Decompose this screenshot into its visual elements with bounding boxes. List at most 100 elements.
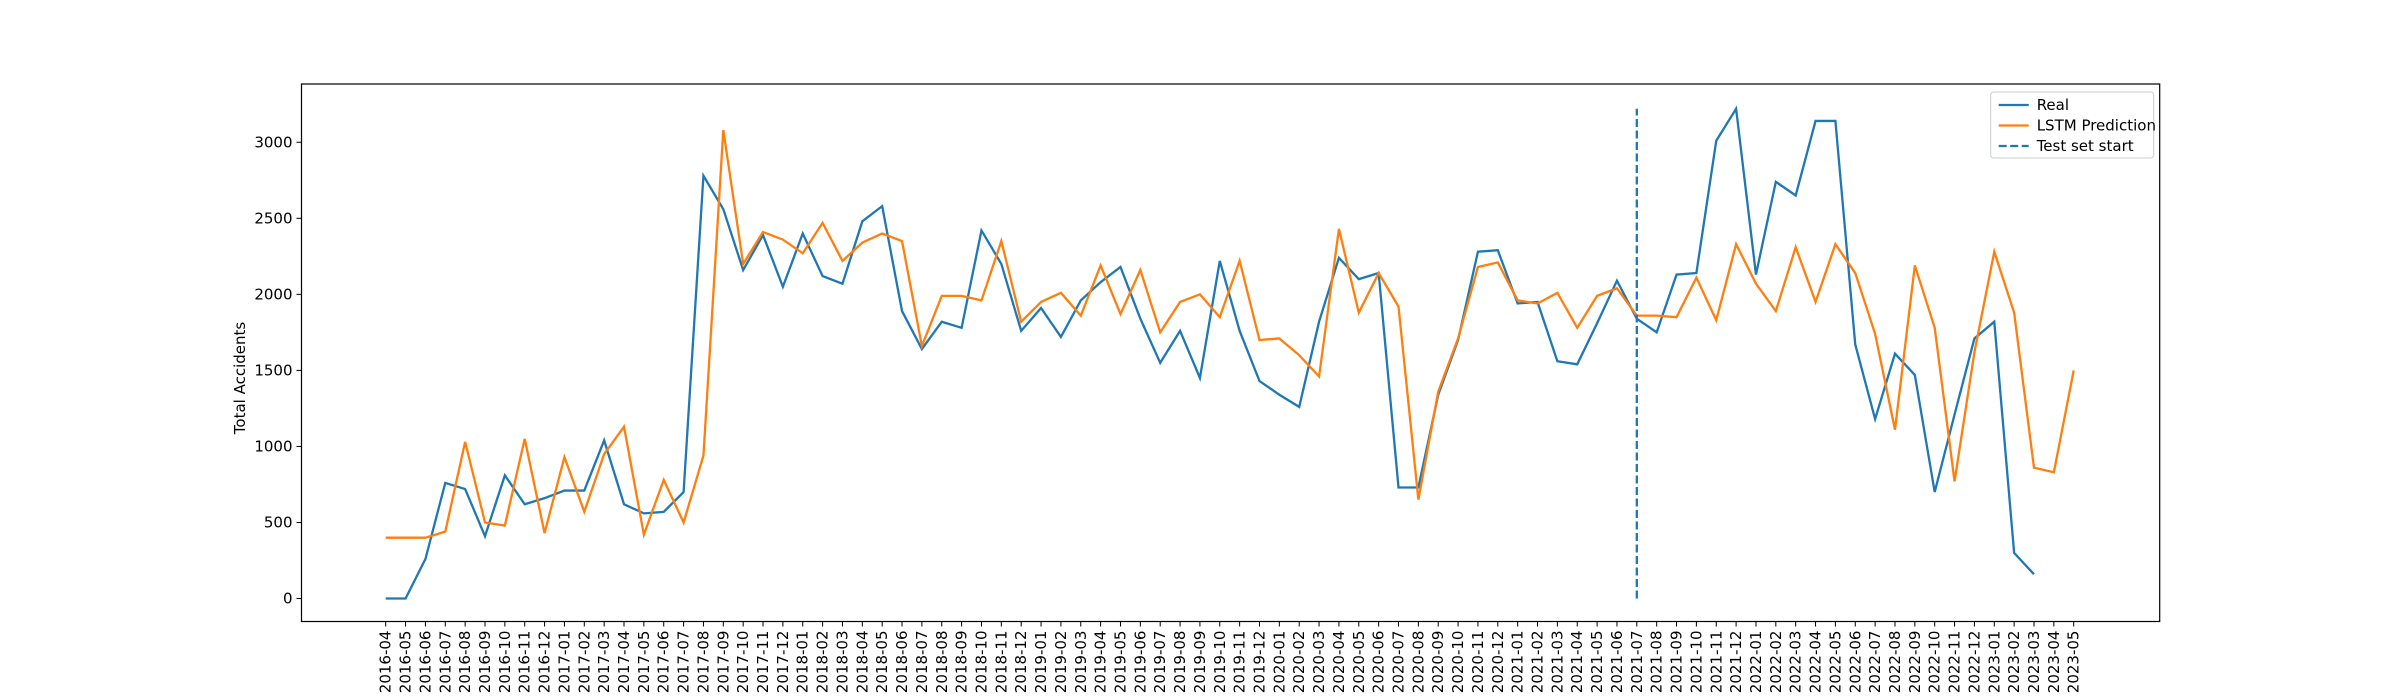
- x-tick-label: 2020-09: [1429, 631, 1447, 694]
- x-tick-label: 2019-10: [1211, 631, 1229, 694]
- series-line: [385, 105, 2035, 600]
- x-tick-label: 2021-08: [1648, 631, 1666, 694]
- x-tick-label: 2020-01: [1270, 631, 1288, 694]
- x-tick-label: 2016-04: [377, 631, 395, 694]
- x-tick-label: 2017-04: [615, 631, 633, 694]
- x-tick-label: 2022-02: [1767, 631, 1785, 694]
- x-tick-label: 2016-06: [416, 631, 434, 694]
- x-tick-label: 2019-09: [1191, 631, 1209, 694]
- x-tick-label: 2018-04: [853, 631, 871, 694]
- x-tick-label: 2022-05: [1826, 631, 1844, 694]
- x-tick-label: 2023-05: [2065, 631, 2083, 694]
- x-tick-label: 2018-10: [972, 631, 990, 694]
- x-tick-label: 2022-03: [1787, 631, 1805, 694]
- x-tick-label: 2022-10: [1926, 631, 1944, 694]
- y-tick-label: 2500: [254, 209, 292, 227]
- legend-label: LSTM Prediction: [2037, 117, 2156, 135]
- x-tick-label: 2018-08: [933, 631, 951, 694]
- legend-label: Test set start: [2036, 137, 2134, 155]
- x-tick-label: 2021-01: [1509, 631, 1527, 694]
- x-tick-label: 2021-05: [1588, 631, 1606, 694]
- x-tick-label: 2018-05: [873, 631, 891, 694]
- x-tick-label: 2021-10: [1687, 631, 1705, 694]
- x-tick-label: 2018-12: [1012, 631, 1030, 694]
- x-tick-label: 2017-11: [754, 631, 772, 694]
- x-tick-label: 2020-12: [1489, 631, 1507, 694]
- legend: Real LSTM Prediction Test set start: [1990, 91, 2156, 159]
- x-tick-label: 2016-09: [476, 631, 494, 694]
- x-tick-label: 2018-03: [833, 631, 851, 694]
- x-tick-label: 2021-04: [1568, 631, 1586, 694]
- x-tick-label: 2016-07: [436, 631, 454, 694]
- y-tick-label: 0: [283, 590, 293, 608]
- x-tick-label: 2017-12: [774, 631, 792, 694]
- x-tick-label: 2020-05: [1350, 631, 1368, 694]
- x-tick-label: 2021-02: [1529, 631, 1547, 694]
- x-tick-label: 2023-03: [2025, 631, 2043, 694]
- x-tick-label: 2022-12: [1965, 631, 1983, 694]
- x-tick-label: 2016-12: [536, 631, 554, 694]
- x-tick-label: 2022-08: [1886, 631, 1904, 694]
- x-tick-label: 2017-06: [655, 631, 673, 694]
- x-tick-label: 2019-12: [1250, 631, 1268, 694]
- y-tick-label: 500: [264, 513, 293, 531]
- x-tick-label: 2017-07: [675, 631, 693, 694]
- x-tick-label: 2020-07: [1390, 631, 1408, 694]
- x-tick-label: 2020-02: [1290, 631, 1308, 694]
- legend-label: Real: [2037, 96, 2069, 114]
- x-tick-label: 2022-04: [1807, 631, 1825, 694]
- x-tick-label: 2018-07: [913, 631, 931, 694]
- y-tick-label: 1500: [254, 361, 292, 379]
- x-tick-label: 2022-11: [1946, 631, 1964, 694]
- x-tick-label: 2019-03: [1072, 631, 1090, 694]
- x-tick-label: 2020-10: [1449, 631, 1467, 694]
- x-tick-label: 2018-01: [794, 631, 812, 694]
- x-tick-label: 2016-05: [397, 631, 415, 694]
- axes-frame: [300, 83, 2161, 623]
- x-tick-label: 2022-09: [1906, 631, 1924, 694]
- x-tick-label: 2021-03: [1548, 631, 1566, 694]
- x-tick-label: 2016-11: [516, 631, 534, 694]
- x-tick-label: 2022-07: [1866, 631, 1884, 694]
- x-tick-label: 2018-09: [953, 631, 971, 694]
- x-tick-label: 2018-11: [992, 630, 1010, 693]
- x-tick-label: 2021-06: [1608, 631, 1626, 694]
- x-tick-label: 2020-08: [1409, 631, 1427, 694]
- x-tick-label: 2019-02: [1052, 631, 1070, 694]
- x-tick-label: 2020-11: [1469, 631, 1487, 694]
- y-axis-label: Total Accidents: [231, 322, 249, 436]
- x-tick-label: 2019-11: [1231, 631, 1249, 694]
- x-axis-label: Months: [1199, 698, 1262, 700]
- x-tick-label: 2021-11: [1707, 631, 1725, 694]
- x-tick-label: 2019-05: [1111, 631, 1129, 694]
- x-tick-label: 2020-04: [1330, 631, 1348, 694]
- x-tick-label: 2019-01: [1032, 631, 1050, 694]
- x-tick-label: 2022-06: [1846, 631, 1864, 694]
- x-tick-label: 2019-06: [1131, 631, 1149, 694]
- x-tick-label: 2017-05: [635, 631, 653, 694]
- x-tick-label: 2016-10: [496, 631, 514, 694]
- x-tick-label: 2018-02: [814, 631, 832, 694]
- x-tick-label: 2017-01: [555, 631, 573, 694]
- x-tick-label: 2017-03: [595, 631, 613, 694]
- y-tick-label: 3000: [254, 133, 292, 151]
- x-tick-label: 2020-03: [1310, 631, 1328, 694]
- x-tick-label: 2023-02: [2005, 631, 2023, 694]
- x-tick-label: 2023-01: [1985, 631, 2003, 694]
- y-tick-label: 1000: [254, 437, 292, 455]
- series-line: [385, 129, 2075, 540]
- x-tick-label: 2020-06: [1370, 631, 1388, 694]
- x-tick-label: 2022-01: [1747, 631, 1765, 694]
- y-tick-label: 2000: [254, 285, 292, 303]
- legend-box: [1990, 91, 2155, 159]
- x-tick-label: 2023-04: [2045, 631, 2063, 694]
- x-tick-label: 2017-09: [714, 631, 732, 694]
- x-tick-label: 2017-10: [734, 631, 752, 694]
- x-tick-label: 2021-12: [1727, 631, 1745, 694]
- x-tick-label: 2019-07: [1151, 631, 1169, 694]
- x-tick-label: 2019-08: [1171, 631, 1189, 694]
- x-tick-label: 2016-08: [456, 631, 474, 694]
- x-tick-label: 2017-02: [575, 631, 593, 694]
- x-tick-label: 2021-09: [1668, 631, 1686, 694]
